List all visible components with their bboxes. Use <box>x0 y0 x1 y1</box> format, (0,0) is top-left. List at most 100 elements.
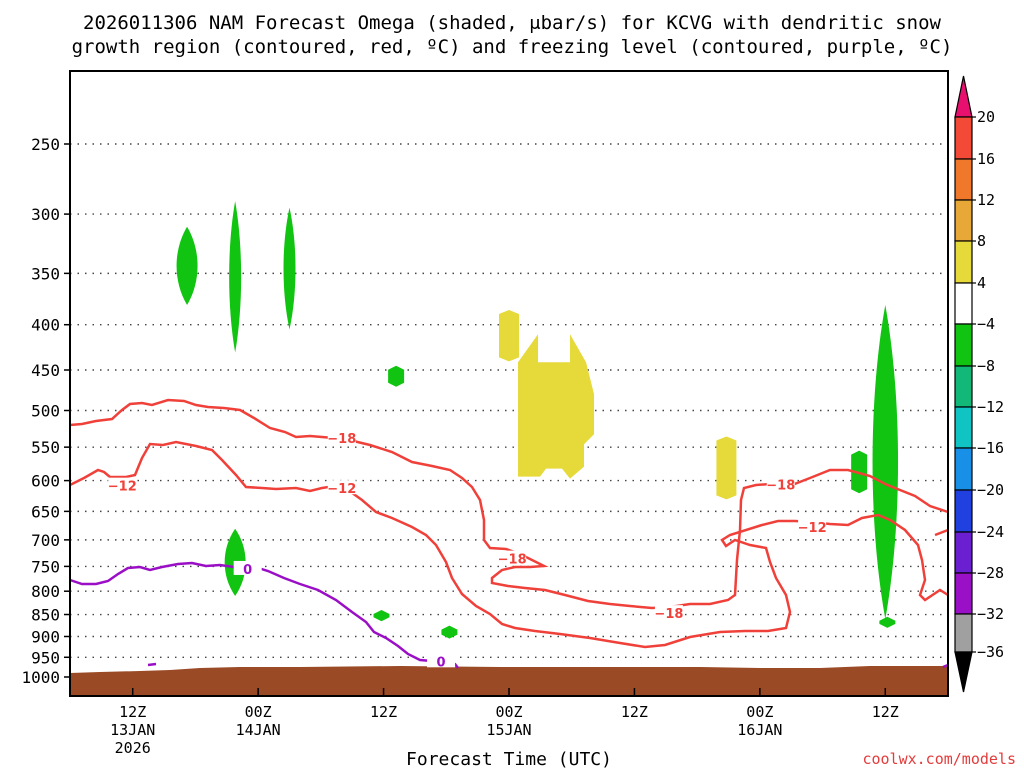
colorbar-segment <box>954 447 973 491</box>
x-tick-label: 16JAN <box>737 721 782 739</box>
colorbar-label: −28 <box>977 564 1004 582</box>
colorbar-segment <box>954 489 973 533</box>
contour-label-bg <box>108 477 137 492</box>
colorbar-label: −4 <box>977 315 995 333</box>
colorbar-label: −8 <box>977 357 995 375</box>
omega-region <box>388 365 405 387</box>
x-tick-label: 12Z <box>370 703 397 721</box>
colorbar-segment <box>954 406 973 449</box>
contour-label: −18 <box>327 432 356 447</box>
colorbar-label: 8 <box>977 232 986 250</box>
contour-label: −12 <box>327 482 356 497</box>
contour-label-bg <box>798 519 827 534</box>
y-tick-label: 250 <box>31 135 60 154</box>
credit-text: coolwx.com/models <box>862 750 1016 768</box>
ground-terrain <box>70 666 948 696</box>
omega-region <box>716 436 737 500</box>
colorbar-segment <box>954 365 973 408</box>
omega-region <box>879 616 896 628</box>
y-tick-label: 300 <box>31 205 60 224</box>
omega-region <box>499 310 519 362</box>
omega-shading <box>176 201 899 639</box>
y-tick-label: 350 <box>31 264 60 283</box>
colorbar-segment <box>954 116 973 160</box>
contour-label-bg <box>327 429 356 444</box>
contour-label-bg <box>766 476 795 491</box>
colorbar-bottom-arrow <box>954 651 973 693</box>
contour-label: −12 <box>108 480 137 495</box>
x-tick-label: 00Z <box>746 703 773 721</box>
omega-region <box>176 226 198 305</box>
contour-label-bg <box>498 550 527 565</box>
colorbar-segment <box>954 240 973 284</box>
colorbar-segment <box>954 282 973 325</box>
colorbar-label: 16 <box>977 150 995 168</box>
x-tick-label: 12Z <box>119 703 146 721</box>
y-tick-label: 550 <box>31 438 60 457</box>
x-tick-label: 00Z <box>495 703 522 721</box>
contour-label: 0 <box>437 655 446 670</box>
colorbar-label: 12 <box>977 191 995 209</box>
omega-region <box>518 334 595 479</box>
y-tick-label: 800 <box>31 582 60 601</box>
chart-title-line1: 2026011306 NAM Forecast Omega (shaded, μ… <box>83 12 941 34</box>
contour-minus12-lower <box>69 440 949 649</box>
omega-region <box>373 609 390 622</box>
contour-label: −12 <box>798 521 827 536</box>
omega-region <box>229 201 242 353</box>
x-axis-label: Forecast Time (UTC) <box>406 749 612 768</box>
omega-region <box>872 304 899 620</box>
contour-zero-blip <box>147 662 157 667</box>
colorbar-segment <box>954 531 973 574</box>
contour-label: −18 <box>766 478 795 493</box>
contour-label-bg <box>327 480 356 495</box>
contour-label-bg <box>654 605 683 620</box>
y-tick-label: 400 <box>31 316 60 335</box>
x-tick-label: 13JAN <box>110 721 155 739</box>
temperature-contours <box>69 398 949 669</box>
colorbar-segment <box>954 613 973 653</box>
colorbar-segment <box>954 572 973 615</box>
contour-label-bg <box>233 560 262 575</box>
y-tick-label: 850 <box>31 606 60 625</box>
contour-label: 0 <box>243 563 252 578</box>
colorbar-label: −12 <box>977 398 1004 416</box>
y-tick-label: 650 <box>31 502 60 521</box>
x-tick-label: 2026 <box>115 739 151 757</box>
colorbar-label: −32 <box>977 605 1004 623</box>
colorbar-label: −20 <box>977 481 1004 499</box>
chart-title-line2: growth region (contoured, red, ºC) and f… <box>72 36 953 58</box>
x-tick-label: 14JAN <box>236 721 281 739</box>
contour-minus12-right-tail <box>934 528 949 537</box>
y-tick-label: 1000 <box>21 668 60 687</box>
y-tick-label: 450 <box>31 361 60 380</box>
grid-lines <box>70 143 948 678</box>
x-tick-label: 12Z <box>621 703 648 721</box>
y-axis-pressure: 250 300 350 400 450 500 550 600 650 700 750 800 850 9… <box>21 135 70 687</box>
colorbar-label: 4 <box>977 274 986 292</box>
colorbar-top-arrow <box>954 75 973 118</box>
y-tick-label: 900 <box>31 627 60 646</box>
colorbar-segment <box>954 199 973 242</box>
colorbar-segment <box>954 323 973 367</box>
colorbar-label: 20 <box>977 108 995 126</box>
y-tick-label: 700 <box>31 531 60 550</box>
colorbar-label: −24 <box>977 523 1004 541</box>
colorbar: 20 16 12 8 4 −4 −8 −12 −16 −20 −24 −28 −32 −36 <box>954 75 1004 693</box>
x-tick-label: 15JAN <box>486 721 531 739</box>
x-tick-label: 00Z <box>245 703 272 721</box>
colorbar-label: −36 <box>977 643 1004 661</box>
contour-minus18-upper <box>69 398 949 610</box>
omega-region <box>283 207 296 330</box>
contour-labels: −12 −18 −12 −18 −18 −18 −12 0 0 <box>108 429 827 670</box>
contour-label: −18 <box>654 607 683 622</box>
y-tick-label: 750 <box>31 557 60 576</box>
y-tick-label: 500 <box>31 402 60 421</box>
colorbar-label: −16 <box>977 439 1004 457</box>
contour-label: −18 <box>498 553 527 568</box>
y-tick-label: 600 <box>31 472 60 491</box>
omega-region <box>441 625 458 639</box>
contour-zero-freezing <box>69 561 459 669</box>
